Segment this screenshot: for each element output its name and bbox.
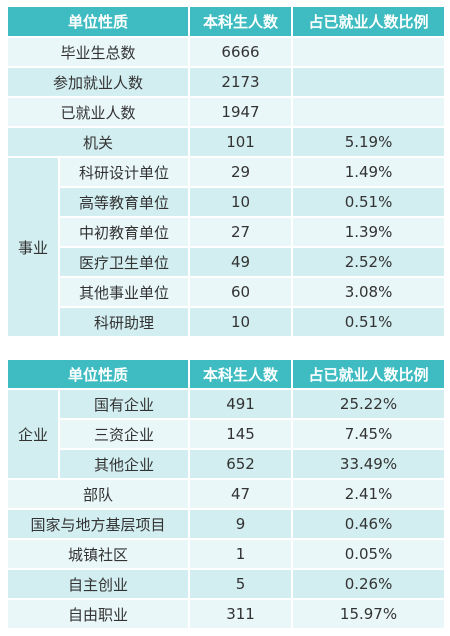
row-count: 101 [188,126,294,158]
table-row: 自由职业 311 15.97% [5,598,447,630]
row-ratio [291,66,447,98]
table-row: 其他企业 652 33.49% [7,448,447,480]
employment-table-public: 单位性质 本科生人数 占已就业人数比例 毕业生总数 6666 参加就业人数 21… [5,5,447,338]
table-row: 其他事业单位 60 3.08% [7,276,447,308]
header-ratio: 占已就业人数比例 [291,358,447,390]
row-ratio: 5.19% [291,126,447,158]
row-ratio: 0.46% [291,508,447,540]
row-count: 47 [188,478,294,510]
row-ratio: 25.22% [291,388,447,420]
row-label: 国家与地方基层项目 [5,508,191,540]
row-label: 城镇社区 [5,538,191,570]
table-row: 毕业生总数 6666 [5,36,447,68]
row-count: 1947 [188,96,294,128]
row-label: 自由职业 [5,598,191,630]
row-ratio [291,96,447,128]
row-label: 科研设计单位 [57,156,191,188]
row-ratio: 3.08% [291,276,447,308]
row-count: 9 [188,508,294,540]
row-ratio: 7.45% [291,418,447,450]
row-ratio: 2.52% [291,246,447,278]
row-label: 机关 [5,126,191,158]
row-count: 10 [188,306,294,338]
row-ratio: 2.41% [291,478,447,510]
table-row: 科研助理 10 0.51% [7,306,447,338]
row-count: 49 [188,246,294,278]
header-undergrad-count: 本科生人数 [188,358,294,390]
table-row: 三资企业 145 7.45% [7,418,447,450]
group-label-enterprise: 企业 [6,388,60,480]
row-ratio: 0.51% [291,186,447,218]
row-count: 491 [188,388,294,420]
row-label: 已就业人数 [5,96,191,128]
row-count: 6666 [188,36,294,68]
row-label: 毕业生总数 [5,36,191,68]
row-count: 29 [188,156,294,188]
header-unit-type: 单位性质 [5,358,191,390]
row-count: 1 [188,538,294,570]
table-row: 事业 科研设计单位 29 1.49% [6,156,447,338]
row-label: 自主创业 [5,568,191,600]
row-ratio: 0.26% [291,568,447,600]
row-label: 高等教育单位 [57,186,191,218]
group-label-public-institution: 事业 [6,156,60,338]
table-row: 城镇社区 1 0.05% [5,538,447,570]
table-row: 企业 国有企业 491 25.22% [6,388,447,480]
row-count: 2173 [188,66,294,98]
row-label: 中初教育单位 [57,216,191,248]
row-label: 医疗卫生单位 [57,246,191,278]
header-ratio: 占已就业人数比例 [291,5,447,38]
row-count: 5 [188,568,294,600]
table-row: 医疗卫生单位 49 2.52% [7,246,447,278]
table-row: 中初教育单位 27 1.39% [7,216,447,248]
row-count: 311 [188,598,294,630]
row-ratio: 0.51% [291,306,447,338]
table-header-row: 单位性质 本科生人数 占已就业人数比例 [5,5,447,38]
row-ratio: 1.39% [291,216,447,248]
table-row: 国家与地方基层项目 9 0.46% [5,508,447,540]
table-row: 已就业人数 1947 [5,96,447,128]
table-row: 机关 101 5.19% [5,126,447,158]
row-label: 其他事业单位 [57,276,191,308]
row-count: 27 [188,216,294,248]
row-ratio [291,36,447,68]
row-label: 其他企业 [57,448,191,480]
row-count: 145 [188,418,294,450]
row-ratio: 1.49% [291,156,447,188]
employment-table-enterprise: 单位性质 本科生人数 占已就业人数比例 企业 国有企业 491 25.22% 三… [5,358,447,630]
row-label: 国有企业 [57,388,191,420]
row-label: 部队 [5,478,191,510]
header-unit-type: 单位性质 [5,5,191,38]
table-row: 部队 47 2.41% [5,478,447,510]
row-label: 参加就业人数 [5,66,191,98]
row-ratio: 15.97% [291,598,447,630]
row-label: 科研助理 [57,306,191,338]
table-header-row: 单位性质 本科生人数 占已就业人数比例 [5,358,447,390]
table-row: 高等教育单位 10 0.51% [7,186,447,218]
row-label: 三资企业 [57,418,191,450]
row-count: 60 [188,276,294,308]
table-row: 参加就业人数 2173 [5,66,447,98]
row-ratio: 0.05% [291,538,447,570]
table-row: 自主创业 5 0.26% [5,568,447,600]
row-count: 10 [188,186,294,218]
row-ratio: 33.49% [291,448,447,480]
header-undergrad-count: 本科生人数 [188,5,294,38]
row-count: 652 [188,448,294,480]
